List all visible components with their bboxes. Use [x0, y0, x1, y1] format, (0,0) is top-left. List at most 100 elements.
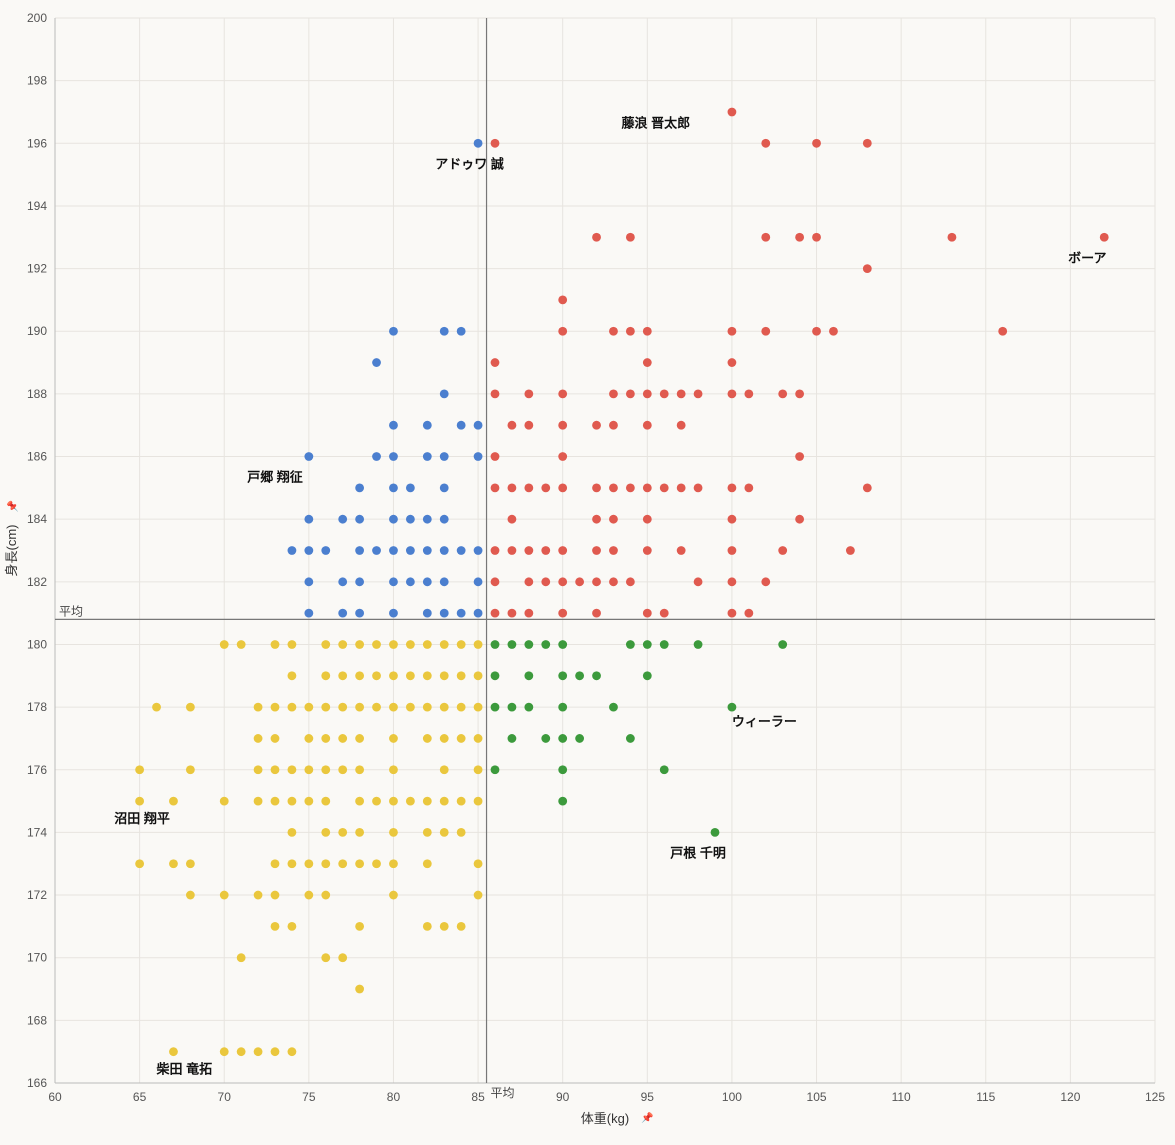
- svg-text:196: 196: [27, 136, 47, 150]
- scatter-point: [321, 734, 330, 743]
- scatter-point: [609, 327, 618, 336]
- scatter-point: [728, 546, 737, 555]
- scatter-point: [169, 859, 178, 868]
- scatter-point: [761, 577, 770, 586]
- scatter-point: [491, 671, 500, 680]
- scatter-point: [609, 421, 618, 430]
- scatter-point: [508, 421, 517, 430]
- scatter-point: [558, 640, 567, 649]
- svg-text:95: 95: [641, 1090, 655, 1104]
- annotation-label: 戸根 千明: [670, 845, 726, 860]
- scatter-point: [355, 765, 364, 774]
- scatter-point: [321, 797, 330, 806]
- scatter-point: [491, 577, 500, 586]
- scatter-point: [355, 859, 364, 868]
- svg-text:110: 110: [892, 1090, 911, 1104]
- svg-text:70: 70: [218, 1090, 232, 1104]
- scatter-point: [423, 671, 432, 680]
- annotation-label: 藤浪 晋太郎: [621, 116, 690, 131]
- scatter-point: [474, 640, 483, 649]
- scatter-point: [135, 765, 144, 774]
- scatter-point: [626, 577, 635, 586]
- svg-text:105: 105: [807, 1090, 827, 1104]
- svg-text:170: 170: [27, 951, 47, 965]
- scatter-point: [440, 797, 449, 806]
- scatter-point: [491, 358, 500, 367]
- scatter-point: [440, 703, 449, 712]
- scatter-point: [694, 483, 703, 492]
- scatter-point: [795, 233, 804, 242]
- scatter-point: [795, 389, 804, 398]
- scatter-point: [186, 703, 195, 712]
- scatter-point: [508, 483, 517, 492]
- annotations: アドゥワ 誠藤浪 晋太郎ボーア戸郷 翔征ウィーラー戸根 千明沼田 翔平柴田 竜拓: [114, 116, 1106, 1077]
- scatter-point: [474, 421, 483, 430]
- scatter-point: [592, 421, 601, 430]
- annotation-label: 戸郷 翔征: [247, 470, 303, 485]
- scatter-point: [558, 483, 567, 492]
- scatter-point: [541, 483, 550, 492]
- scatter-point: [491, 139, 500, 148]
- scatter-point: [288, 546, 297, 555]
- scatter-point: [440, 327, 449, 336]
- scatter-point: [491, 703, 500, 712]
- scatter-point: [304, 609, 313, 618]
- scatter-point: [728, 703, 737, 712]
- scatter-point: [541, 640, 550, 649]
- scatter-point: [321, 765, 330, 774]
- scatter-point: [575, 734, 584, 743]
- scatter-point: [389, 546, 398, 555]
- scatter-point: [592, 671, 601, 680]
- scatter-point: [524, 577, 533, 586]
- scatter-point: [660, 389, 669, 398]
- scatter-point: [304, 734, 313, 743]
- scatter-point: [491, 765, 500, 774]
- scatter-point: [457, 828, 466, 837]
- scatter-point: [304, 577, 313, 586]
- scatter-point: [355, 985, 364, 994]
- scatter-point: [288, 828, 297, 837]
- scatter-point: [558, 765, 567, 774]
- scatter-point: [406, 797, 415, 806]
- scatter-point: [626, 483, 635, 492]
- scatter-point: [592, 515, 601, 524]
- svg-text:90: 90: [556, 1090, 570, 1104]
- chart-svg: 平均平均606570758085909510010511011512012516…: [0, 0, 1175, 1145]
- scatter-point: [863, 264, 872, 273]
- scatter-point: [423, 859, 432, 868]
- scatter-point: [254, 891, 263, 900]
- scatter-point: [508, 703, 517, 712]
- svg-text:190: 190: [27, 324, 47, 338]
- scatter-point: [761, 327, 770, 336]
- scatter-point: [304, 765, 313, 774]
- scatter-point: [355, 577, 364, 586]
- scatter-point: [389, 327, 398, 336]
- scatter-point: [271, 1047, 280, 1056]
- scatter-point: [271, 765, 280, 774]
- scatter-point: [609, 483, 618, 492]
- scatter-point: [728, 108, 737, 117]
- scatter-point: [254, 734, 263, 743]
- gridlines: [55, 18, 1155, 1083]
- svg-text:80: 80: [387, 1090, 401, 1104]
- scatter-point: [609, 515, 618, 524]
- scatter-point: [440, 452, 449, 461]
- scatter-point: [338, 859, 347, 868]
- scatter-point: [728, 358, 737, 367]
- svg-text:85: 85: [471, 1090, 485, 1104]
- scatter-point: [626, 389, 635, 398]
- scatter-point: [609, 546, 618, 555]
- scatter-point: [575, 577, 584, 586]
- scatter-point: [728, 483, 737, 492]
- scatter-point: [288, 703, 297, 712]
- annotation-label: アドゥワ 誠: [435, 156, 504, 171]
- scatter-point: [558, 609, 567, 618]
- scatter-point: [372, 671, 381, 680]
- scatter-point: [304, 546, 313, 555]
- scatter-point: [474, 703, 483, 712]
- scatter-point: [457, 327, 466, 336]
- scatter-point: [440, 389, 449, 398]
- scatter-point: [389, 859, 398, 868]
- scatter-point: [355, 797, 364, 806]
- scatter-point: [440, 483, 449, 492]
